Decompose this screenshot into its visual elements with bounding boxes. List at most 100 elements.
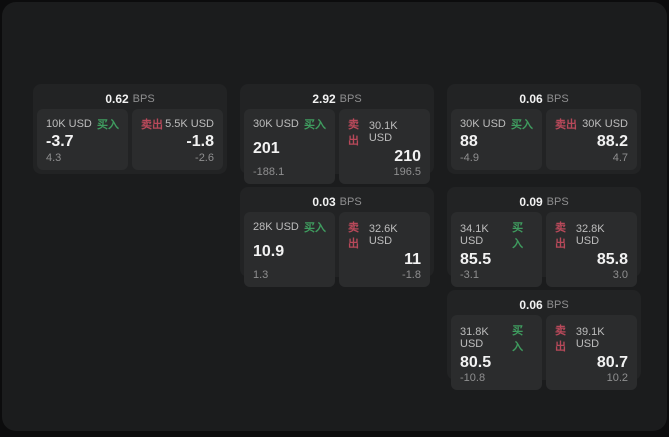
buy-tile-header: 31.8K USD 买入 [460,322,533,354]
sell-price: 210 [394,148,421,165]
sell-delta: 10.2 [606,371,628,384]
sell-delta: -2.6 [195,152,214,164]
cards-grid: 0.62 BPS 10K USD 买入 -3.7 4.3 卖出 5.5K USD… [33,84,641,390]
sell-tile[interactable]: 卖出 30K USD 88.2 4.7 [546,109,637,170]
card-body: 28K USD 买入 10.9 1.3 卖出 32.6K USD 11 -1.8 [244,212,430,287]
bps-value: 0.62 [105,91,129,106]
bps-unit-label: BPS [546,195,569,208]
sell-delta: -1.8 [402,268,421,281]
buy-tile-header: 10K USD 买入 [46,116,119,132]
card-header: 0.03 BPS [244,191,430,212]
buy-amount: 34.1K USD [460,223,489,247]
sell-tile[interactable]: 卖出 39.1K USD 80.7 10.2 [546,315,637,390]
buy-tile-header: 34.1K USD 买入 [460,219,533,251]
buy-tile[interactable]: 28K USD 买入 10.9 1.3 [244,212,335,287]
sell-side-label: 卖出 [555,222,566,250]
sell-side-label: 卖出 [555,325,566,353]
sell-tile[interactable]: 卖出 5.5K USD -1.8 -2.6 [132,109,223,170]
buy-side-label: 买入 [97,119,119,131]
bps-value: 0.06 [519,91,543,106]
buy-delta: 4.3 [46,152,62,164]
quote-card: 0.06 BPS 31.8K USD 买入 80.5 -10.8 卖出 39.1… [447,290,641,390]
sell-tile-header: 卖出 30K USD [555,116,628,132]
sell-amount: 30K USD [582,118,628,130]
buy-tile-header: 30K USD 买入 [460,116,533,132]
card-header: 0.06 BPS [451,88,637,109]
buy-amount: 30K USD [460,118,506,130]
buy-tile-header: 30K USD 买入 [253,116,326,132]
sell-price: -1.8 [186,133,214,151]
sell-tile[interactable]: 卖出 32.8K USD 85.8 3.0 [546,212,637,287]
buy-delta: -3.1 [460,268,479,281]
buy-side-label: 买入 [304,119,326,131]
sell-price: 80.7 [596,354,628,371]
buy-price: 80.5 [460,354,492,371]
sell-tile-header: 卖出 5.5K USD [141,116,214,132]
sell-amount: 32.6K USD [368,223,398,247]
sell-amount: 30.1K USD [368,120,398,144]
quote-card: 0.09 BPS 34.1K USD 买入 85.5 -3.1 卖出 32.8K… [447,187,641,287]
buy-tile-header: 28K USD 买入 [253,219,326,235]
sell-delta: 4.7 [612,152,628,164]
sell-tile-header: 卖出 32.8K USD [555,219,628,251]
buy-side-label: 买入 [512,222,524,250]
sell-side-label: 卖出 [348,119,359,147]
buy-amount: 28K USD [253,221,299,233]
buy-amount: 31.8K USD [460,326,489,350]
sell-delta: 196.5 [393,165,421,178]
buy-amount: 10K USD [46,118,92,130]
buy-tile[interactable]: 34.1K USD 买入 85.5 -3.1 [451,212,542,287]
buy-price: 85.5 [460,251,492,268]
buy-delta: -10.8 [460,371,486,384]
buy-tile[interactable]: 31.8K USD 买入 80.5 -10.8 [451,315,542,390]
bps-value: 0.03 [312,194,336,209]
bps-unit-label: BPS [546,92,569,105]
sell-side-label: 卖出 [348,222,359,250]
sell-price: 11 [404,251,421,268]
sell-side-label: 卖出 [141,119,163,131]
buy-tile[interactable]: 30K USD 买入 88 -4.9 [451,109,542,170]
card-header: 0.09 BPS [451,191,637,212]
card-header: 2.92 BPS [244,88,430,109]
quote-card: 2.92 BPS 30K USD 买入 201 -188.1 卖出 30.1K … [240,84,434,184]
bps-unit-label: BPS [546,298,569,311]
buy-delta: -188.1 [253,165,285,178]
buy-tile[interactable]: 30K USD 买入 201 -188.1 [244,109,335,184]
card-body: 10K USD 买入 -3.7 4.3 卖出 5.5K USD -1.8 -2.… [37,109,223,170]
sell-tile-header: 卖出 32.6K USD [348,219,421,251]
card-body: 34.1K USD 买入 85.5 -3.1 卖出 32.8K USD 85.8… [451,212,637,287]
sell-amount: 32.8K USD [575,223,605,247]
card-header: 0.62 BPS [37,88,223,109]
buy-delta: 1.3 [253,268,269,281]
bps-value: 0.09 [519,194,543,209]
quote-card: 0.03 BPS 28K USD 买入 10.9 1.3 卖出 32.6K US… [240,187,434,287]
buy-price: -3.7 [46,133,74,151]
quote-card: 0.62 BPS 10K USD 买入 -3.7 4.3 卖出 5.5K USD… [33,84,227,174]
card-header: 0.06 BPS [451,294,637,315]
buy-tile[interactable]: 10K USD 买入 -3.7 4.3 [37,109,128,170]
buy-side-label: 买入 [304,222,326,234]
buy-side-label: 买入 [512,325,524,353]
sell-tile[interactable]: 卖出 32.6K USD 11 -1.8 [339,212,430,287]
bps-value: 2.92 [312,91,336,106]
card-body: 30K USD 买入 201 -188.1 卖出 30.1K USD 210 1… [244,109,430,184]
buy-delta: -4.9 [460,152,479,164]
sell-tile[interactable]: 卖出 30.1K USD 210 196.5 [339,109,430,184]
buy-price: 88 [460,133,478,151]
main-panel: 0.62 BPS 10K USD 买入 -3.7 4.3 卖出 5.5K USD… [2,2,667,431]
buy-price: 10.9 [253,243,285,260]
quote-card: 0.06 BPS 30K USD 买入 88 -4.9 卖出 30K USD 8… [447,84,641,174]
sell-price: 85.8 [596,251,628,268]
buy-price: 201 [253,140,280,157]
bps-unit-label: BPS [339,195,362,208]
bps-unit-label: BPS [339,92,362,105]
sell-tile-header: 卖出 30.1K USD [348,116,421,148]
sell-tile-header: 卖出 39.1K USD [555,322,628,354]
sell-delta: 3.0 [612,268,628,281]
card-body: 31.8K USD 买入 80.5 -10.8 卖出 39.1K USD 80.… [451,315,637,390]
buy-amount: 30K USD [253,118,299,130]
buy-side-label: 买入 [511,119,533,131]
sell-amount: 5.5K USD [165,118,214,130]
sell-amount: 39.1K USD [575,326,605,350]
